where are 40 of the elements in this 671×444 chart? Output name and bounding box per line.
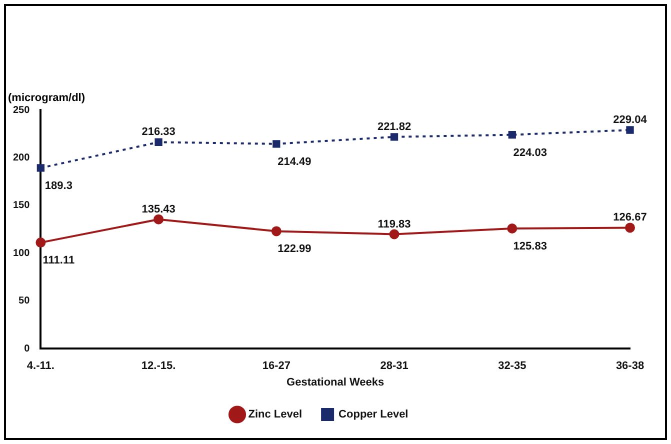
- y-tick-label: 250: [12, 104, 30, 116]
- x-tick-label: 32-35: [498, 360, 526, 372]
- point: [271, 226, 282, 236]
- x-tick-label: 28-31: [380, 360, 408, 372]
- data-label: 126.67: [613, 212, 647, 224]
- point: [36, 238, 46, 248]
- data-label: 111.11: [42, 254, 75, 267]
- point: [36, 164, 45, 172]
- y-tick-label: 150: [12, 200, 30, 212]
- point: [626, 126, 634, 134]
- x-tick-label: 16-27: [262, 360, 290, 372]
- data-label: 122.99: [278, 243, 312, 256]
- point: [389, 229, 400, 240]
- x-axis-title: Gestational Weeks: [286, 376, 384, 388]
- data-label: 125.83: [513, 240, 547, 253]
- point: [390, 133, 398, 141]
- x-tick-label: 4.-11.: [26, 360, 54, 372]
- data-label: 216.33: [142, 126, 176, 138]
- data-label: 214.49: [278, 156, 312, 168]
- data-label: 224.03: [513, 146, 547, 159]
- data-label: 189.3: [44, 180, 72, 192]
- y-tick-label: 0: [24, 343, 30, 354]
- point: [272, 140, 280, 148]
- data-label: 135.43: [142, 203, 176, 216]
- x-tick-label: 12.-15.: [141, 360, 176, 372]
- y-axis-title: (microgram/dl): [8, 92, 86, 104]
- point: [154, 214, 164, 224]
- point: [507, 224, 518, 234]
- y-tick-label: 50: [18, 296, 30, 307]
- data-label: 229.04: [613, 114, 648, 126]
- x-tick-label: 36-38: [616, 360, 644, 372]
- point: [625, 222, 635, 233]
- data-label: 221.82: [377, 120, 412, 133]
- point: [154, 138, 162, 146]
- legend-label: Zinc Level: [248, 408, 302, 421]
- data-label: 119.83: [378, 218, 411, 230]
- y-tick-label: 200: [12, 152, 30, 164]
- legend-label: Copper Level: [338, 408, 408, 421]
- y-tick-label: 100: [12, 248, 30, 259]
- point: [508, 130, 516, 139]
